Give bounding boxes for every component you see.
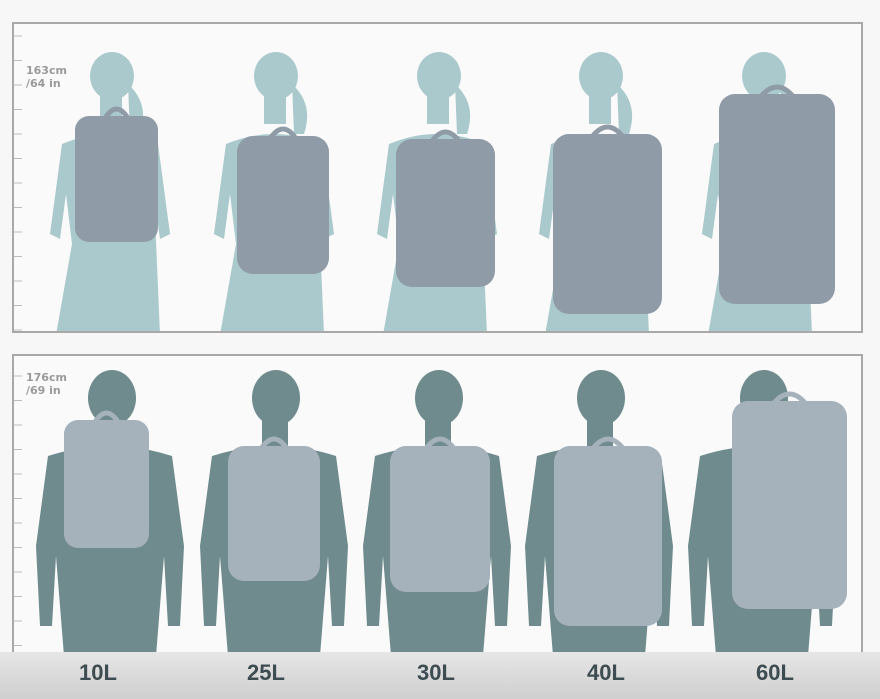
neck (589, 94, 611, 124)
woman-height-label: 163cm /64 in (26, 64, 67, 90)
figure-25l (200, 370, 348, 652)
man-size-panel: 176cm /69 in (12, 354, 863, 654)
backpack-40l (554, 446, 662, 626)
figure-60l (702, 52, 835, 331)
neck (427, 94, 449, 124)
head (579, 52, 623, 100)
capacity-label-60l: 60L (756, 660, 794, 685)
backpack-30l (396, 139, 495, 287)
backpack-10l (64, 420, 149, 548)
head (252, 370, 300, 426)
height-cm: 163cm (26, 64, 67, 77)
head (90, 52, 134, 100)
head (577, 370, 625, 426)
neck (264, 94, 286, 124)
backpack-40l (553, 134, 662, 314)
figure-40l (539, 52, 662, 331)
height-in: /64 in (26, 77, 61, 90)
head (88, 370, 136, 426)
head (415, 370, 463, 426)
figure-30l (377, 52, 497, 331)
height-cm: 176cm (26, 371, 67, 384)
backpack-60l (732, 401, 847, 609)
ponytail (455, 84, 471, 134)
backpack-25l (237, 136, 329, 274)
head (254, 52, 298, 100)
man-figures (14, 370, 847, 652)
figure-10l (50, 52, 170, 331)
backpack-10l (75, 116, 158, 242)
figure-40l (525, 370, 673, 652)
man-height-label: 176cm /69 in (26, 371, 67, 397)
height-in: /69 in (26, 384, 61, 397)
ponytail (617, 84, 633, 134)
capacity-footer: 10L 25L 30L 40L 60L (0, 652, 880, 699)
figure-30l (363, 370, 511, 652)
head (417, 52, 461, 100)
figure-10l (36, 370, 184, 652)
ponytail (292, 84, 308, 134)
capacity-label-10l: 10L (79, 660, 117, 685)
backpack-25l (228, 446, 320, 581)
figure-60l (688, 370, 847, 652)
figure-25l (214, 52, 334, 331)
backpack-30l (390, 446, 490, 592)
woman-size-panel: 163cm /64 in (12, 22, 863, 333)
capacity-label-25l: 25L (247, 660, 285, 685)
capacity-label-40l: 40L (587, 660, 625, 685)
backpack-60l (719, 94, 835, 304)
woman-figures (14, 35, 835, 331)
capacity-label-30l: 30L (417, 660, 455, 685)
